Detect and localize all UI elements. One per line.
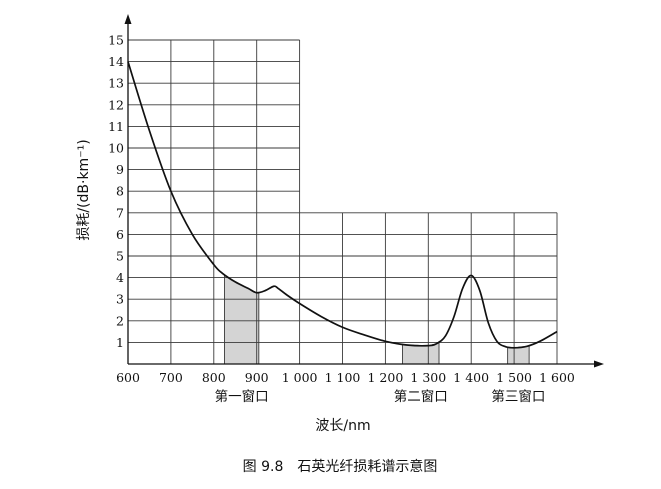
y-axis-arrow — [124, 14, 132, 24]
grid — [128, 39, 558, 364]
x-tick-label-900: 900 — [245, 370, 269, 385]
figure-caption: 图 9.8 石英光纤损耗谱示意图 — [243, 458, 438, 475]
window-label-3: 第三窗口 — [491, 388, 545, 405]
y-tick-label-12: 12 — [108, 97, 124, 112]
y-tick-label-4: 4 — [116, 270, 124, 285]
y-tick-label-2: 2 — [116, 313, 124, 328]
x-axis-label: 波长/nm — [315, 418, 370, 434]
y-tick-label-7: 7 — [116, 205, 124, 220]
window-shade-1 — [224, 273, 260, 365]
x-tick-label-1500: 1 500 — [496, 370, 532, 385]
y-tick-label-10: 10 — [108, 141, 124, 156]
y-tick-label-15: 15 — [108, 33, 124, 48]
x-tick-label-1100: 1 100 — [325, 370, 361, 385]
window-labels: 第一窗口 第二窗口 第三窗口 — [215, 388, 546, 405]
x-tick-label-1400: 1 400 — [453, 370, 489, 385]
y-tick-label-14: 14 — [108, 54, 124, 69]
y-tick-label-6: 6 — [116, 227, 124, 242]
window-label-1: 第一窗口 — [215, 388, 269, 405]
x-tick-labels: 600 700 800 900 1 000 1 100 1 200 1 300 1 400 1 5… — [116, 370, 575, 385]
y-tick-label-1: 1 — [116, 335, 124, 350]
x-tick-label-1200: 1 200 — [368, 370, 404, 385]
x-tick-label-1000: 1 000 — [282, 370, 318, 385]
x-tick-label-700: 700 — [159, 370, 183, 385]
loss-curve — [127, 61, 558, 349]
x-axis-arrow — [594, 360, 604, 368]
y-tick-label-11: 11 — [108, 119, 124, 134]
y-tick-label-9: 9 — [116, 162, 124, 177]
y-axis-label: 损耗/(dB·km⁻¹) — [76, 139, 92, 240]
x-tick-label-1300: 1 300 — [410, 370, 446, 385]
y-tick-label-5: 5 — [116, 249, 124, 264]
loss-curve-group — [127, 61, 558, 349]
x-tick-label-800: 800 — [202, 370, 226, 385]
y-tick-label-3: 3 — [116, 292, 124, 307]
window-label-2: 第二窗口 — [394, 388, 448, 405]
y-tick-label-8: 8 — [116, 184, 124, 199]
axes — [124, 14, 604, 368]
x-tick-label-1600: 1 600 — [539, 370, 575, 385]
y-tick-label-13: 13 — [108, 76, 124, 91]
x-tick-label-600: 600 — [116, 370, 140, 385]
